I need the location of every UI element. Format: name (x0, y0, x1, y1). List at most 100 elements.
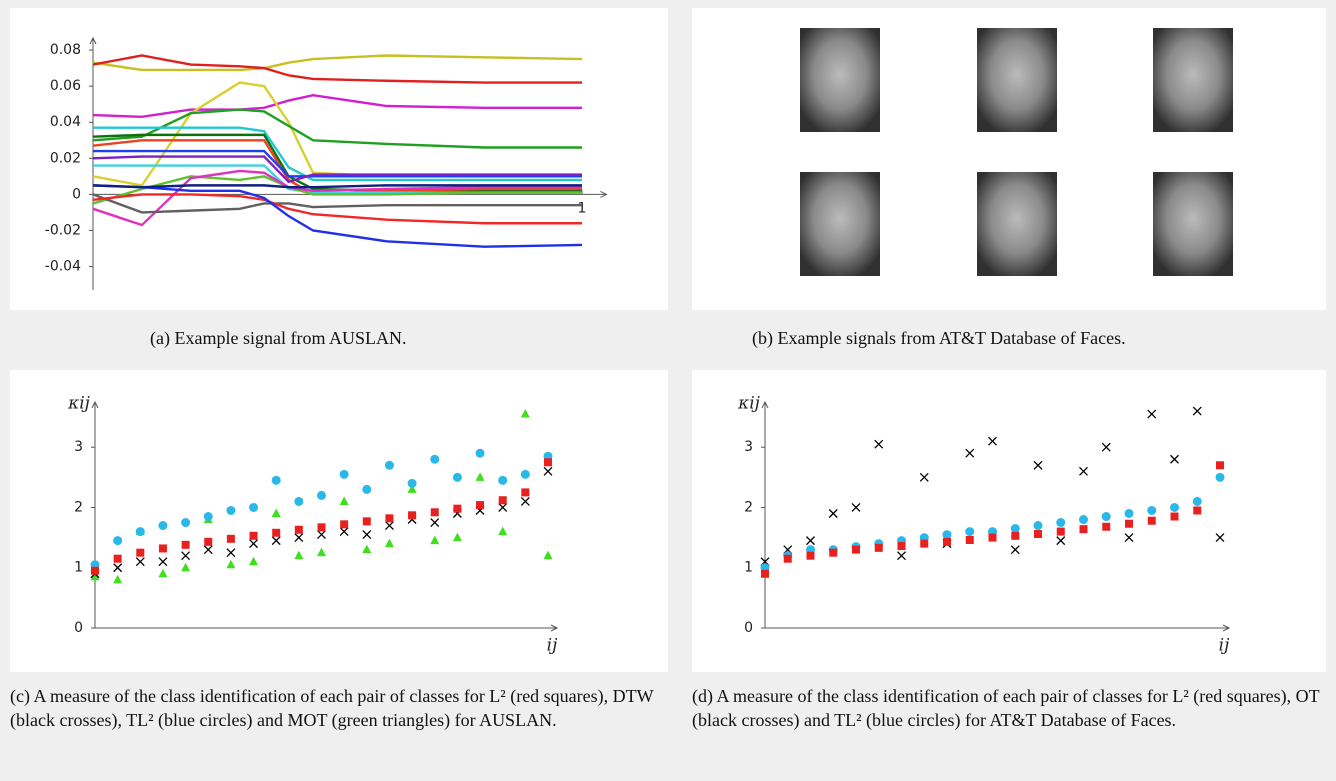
cross-marker (158, 557, 168, 567)
circle-marker (1033, 521, 1043, 531)
panel-a-bg (10, 8, 668, 310)
y-axis-arrow (761, 400, 769, 409)
y-axis-label: κij (67, 394, 91, 414)
circle-marker (1079, 515, 1088, 525)
circle-marker (452, 472, 462, 482)
x-axis-label: ij (547, 636, 558, 656)
circle-marker (294, 496, 304, 506)
y-tick-label: -0.04 (45, 259, 81, 275)
square-marker (544, 458, 552, 467)
square-marker (362, 517, 371, 526)
y-tick-label: 0.08 (50, 42, 81, 58)
square-marker (1056, 527, 1065, 536)
square-marker (761, 569, 769, 578)
circle-marker (317, 490, 326, 500)
circle-marker (430, 454, 440, 464)
square-marker (1147, 516, 1156, 525)
cross-marker (1170, 454, 1179, 464)
cross-marker (113, 563, 123, 573)
square-marker (272, 528, 281, 537)
triangle-marker (226, 559, 236, 569)
y-tick-label: 0.04 (50, 114, 81, 130)
square-marker (920, 539, 929, 548)
panel-c-bg (10, 370, 668, 672)
face-images (800, 28, 1233, 276)
signal-line (92, 184, 582, 189)
cross-marker (249, 539, 259, 549)
triangle-marker (384, 538, 394, 548)
circle-marker (226, 505, 236, 515)
cross-marker (1056, 536, 1066, 546)
signal-line (92, 108, 582, 149)
triangle-marker (430, 535, 440, 545)
square-marker (521, 488, 530, 497)
square-marker (1034, 529, 1042, 538)
cross-marker (828, 509, 838, 518)
cross-marker (362, 530, 372, 540)
triangle-marker (271, 508, 281, 517)
circle-marker (498, 475, 508, 485)
square-marker (317, 523, 326, 532)
triangle-marker (317, 547, 326, 557)
square-marker (158, 544, 167, 553)
square-marker (1125, 519, 1133, 528)
caption: (a) Example signal from AUSLAN. (150, 328, 407, 348)
y-axis-arrow (89, 36, 97, 45)
cross-marker (384, 521, 394, 531)
square-marker (943, 537, 951, 546)
signal-line (92, 169, 582, 227)
y-axis-label: κij (737, 394, 761, 414)
x-axis-arrow (550, 624, 559, 632)
caption: (d) A measure of the class identificatio… (692, 686, 1320, 730)
triangle-marker (543, 550, 553, 560)
face-image (1153, 172, 1233, 276)
y-tick-label: 0.02 (50, 150, 81, 166)
signal-line (92, 184, 583, 248)
square-marker (498, 496, 507, 505)
square-marker (385, 514, 394, 523)
square-marker (1216, 461, 1224, 470)
cross-marker (181, 551, 191, 561)
square-marker (988, 533, 997, 542)
caption: (b) Example signals from AT&T Database o… (752, 328, 1126, 348)
y-tick-label: 2 (744, 499, 753, 515)
triangle-marker (181, 562, 191, 572)
triangle-marker (113, 574, 123, 584)
signal-line (92, 175, 582, 205)
cross-marker (806, 536, 815, 546)
signal-line (92, 193, 582, 225)
circle-marker (384, 460, 394, 470)
cross-marker (1147, 409, 1157, 419)
cross-marker (430, 518, 440, 527)
circle-marker (520, 469, 530, 479)
y-tick-label: 3 (74, 439, 83, 455)
square-marker (204, 537, 213, 546)
cross-marker (1192, 406, 1202, 416)
circle-marker (339, 469, 349, 479)
circle-marker (113, 536, 123, 546)
y-tick-label: 0 (72, 186, 81, 202)
x-axis-arrow (1222, 624, 1231, 632)
square-marker (91, 566, 99, 575)
square-marker (430, 508, 439, 517)
face-image (1153, 28, 1233, 132)
caption: (c) A measure of the class identificatio… (10, 686, 654, 730)
circle-marker (1056, 518, 1066, 528)
square-marker (1170, 512, 1179, 521)
cross-marker (543, 466, 553, 476)
cross-marker (1124, 533, 1134, 543)
square-marker (874, 543, 883, 552)
cross-marker (851, 503, 861, 512)
square-marker (453, 504, 462, 513)
square-marker (1193, 506, 1202, 515)
y-tick-label: 3 (744, 439, 753, 455)
circle-marker (1101, 512, 1111, 522)
circle-marker (181, 518, 191, 528)
circle-marker (271, 475, 281, 485)
cross-marker (1010, 545, 1020, 555)
cross-marker (294, 533, 304, 543)
square-marker (340, 520, 349, 529)
face-image (800, 28, 880, 132)
triangle-marker (339, 496, 349, 505)
circle-marker (135, 527, 145, 537)
